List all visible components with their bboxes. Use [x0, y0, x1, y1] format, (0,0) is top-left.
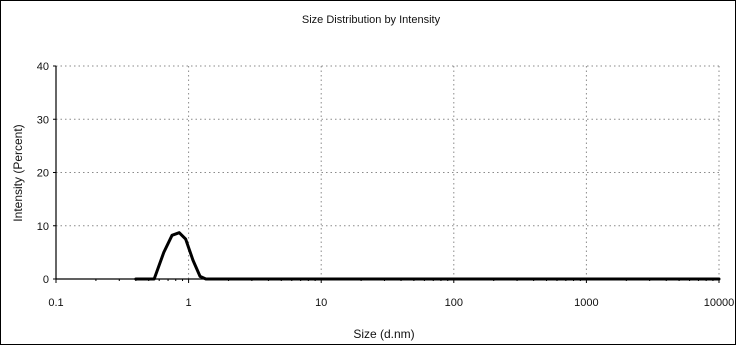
chart-title: Size Distribution by Intensity [302, 14, 441, 26]
grid-layer [56, 65, 720, 279]
y-axis-label: Intensity (Percent) [11, 124, 25, 221]
x-tick-label: 0.1 [48, 297, 63, 309]
x-axis-label: Size (d.nm) [353, 327, 414, 341]
tick-layer: 0 10 20 30 40 0.1 1 10 100 1000 10000 [37, 61, 735, 309]
distribution-series-line [134, 231, 721, 281]
y-tick-label: 20 [37, 168, 49, 180]
y-tick-label: 30 [37, 114, 49, 126]
series-layer [134, 231, 721, 281]
y-tick-label: 40 [37, 61, 49, 73]
y-tick-label: 10 [37, 221, 49, 233]
x-tick-label: 10000 [704, 297, 735, 309]
x-tick-label: 100 [445, 297, 463, 309]
y-tick-label: 0 [43, 274, 49, 286]
x-tick-label: 10 [315, 297, 327, 309]
x-tick-label: 1 [186, 297, 192, 309]
x-tick-label: 1000 [574, 297, 598, 309]
